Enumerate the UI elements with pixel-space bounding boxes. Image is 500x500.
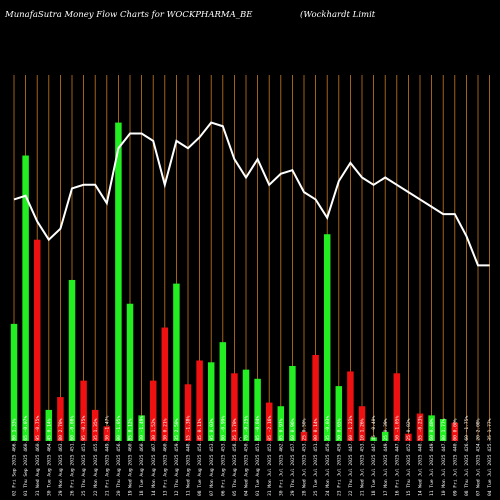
x-tick-label: 08 Tue Aug 2025 454.45 0.11% (197, 418, 203, 496)
flow-bars (10, 122, 459, 441)
flow-bar (335, 386, 343, 441)
flow-bar (103, 426, 111, 441)
flow-bar (10, 323, 18, 441)
x-tick-label: 30 Fri Jul 2025 462.05 0.97% (278, 418, 284, 496)
x-tick-label: 07 Mon Aug 2025 453.95 0.03% (209, 418, 215, 496)
flow-bar (91, 409, 99, 441)
flow-bar (196, 360, 203, 441)
x-tick-label: 10 Mon Jul 2025 447.80 1.77% (441, 418, 447, 496)
flow-bar (381, 431, 389, 441)
flow-bar (231, 373, 238, 441)
chart-subtitle: (Wockhardt Limit (300, 9, 376, 20)
flow-bar (451, 422, 459, 441)
x-tick-label: 07 Wed Jul 2025 434.20 2.08% (476, 418, 482, 496)
x-tick-label: 01 Tue Aug 2025 451.85 -0.04% (255, 416, 261, 496)
x-tick-label: 23 Fri Jul 2025 450.50 0.65% (336, 418, 342, 496)
x-tick-label: 18 Tue Jul 2025 447.45 -0.40% (371, 416, 377, 496)
x-tick-label: 29 Thu Jul 2025 457.60 0.96% (290, 418, 296, 496)
x-tick-label: 04 Wed Aug 2025 450.70 -0.25% (244, 416, 250, 496)
x-tick-label: 20 Thu Aug 2025 456.00 -1.05% (116, 416, 122, 496)
x-tick-label: 01 Thu Sep 2025 460.65 -0.07% (23, 416, 29, 496)
x-tick-label: 17 Mon Jul 2025 449.25 0.39% (383, 418, 389, 496)
x-tick-label: 28 Wed Jul 2025 453.25 0.50% (302, 418, 308, 496)
x-tick-label: 18 Tue Aug 2025 460.30 -1.49% (139, 416, 145, 496)
x-tick-label: 25 Thu Aug 2025 451.95 -0.75% (81, 416, 87, 496)
flow-bar (57, 397, 64, 441)
x-tick-label: 11 Tue Jul 2025 449.60 0.40% (429, 418, 435, 496)
x-tick-label: 12 Thu Aug 2025 459.35 2.50% (174, 418, 180, 496)
flow-bar (22, 155, 29, 441)
price-line (13, 121, 490, 267)
flow-bar (300, 431, 308, 441)
center-marker: C (239, 437, 242, 442)
flow-bar (45, 409, 53, 441)
flow-bar (416, 413, 424, 441)
flow-bar (80, 380, 87, 441)
chart-title: MunafaSutra Money Flow Charts for WOCKPH… (4, 10, 253, 20)
x-tick-label: 04 Tue Jul 2025 425.35 1.77% (487, 418, 493, 496)
x-tick-label: 24 Mon Jul 2025 450.35 -0.03% (325, 416, 331, 496)
x-tick-label: 06 Fri Aug 2025 453.80 -0.99% (220, 416, 226, 496)
flow-bar (347, 371, 354, 441)
flow-bar (370, 437, 377, 441)
x-tick-label: 29 Mon Aug 2025 463.80 2.70% (58, 418, 64, 496)
x-tick-label: 31 Mon Jul 2025 452.05 -2.16% (267, 416, 273, 496)
flow-bar (312, 354, 319, 441)
flow-bar (428, 415, 435, 441)
flow-bar (393, 373, 401, 441)
flow-bar (173, 283, 180, 441)
flow-bar (207, 362, 215, 441)
x-tick-label: 14 Mon Aug 2025 467.30 1.52% (151, 418, 157, 496)
flow-bar (358, 406, 366, 441)
flow-bar (149, 380, 157, 441)
flow-bar (254, 378, 261, 441)
x-tick-label: 08 Thu Jul 2025 426.60 -1.75% (464, 416, 470, 496)
flow-bar (138, 415, 145, 441)
x-tick-label: 09 Fri Jul 2025 440.00 0.00% (452, 418, 458, 496)
x-tick-labels: 02 Fri Sep 2025 466.80 1.33% 01 Thu Sep 2… (12, 416, 494, 496)
flow-bar (242, 369, 250, 441)
flow-bar (184, 384, 192, 441)
flow-bar (68, 279, 76, 441)
x-tick-label: 25 Tue Jul 2025 451.00 0.14% (313, 418, 319, 496)
flow-bar (115, 122, 122, 441)
flow-bar (33, 239, 41, 441)
x-tick-label: 14 Wed Jul 2025 448.55 -0.23% (418, 416, 424, 496)
x-tick-label: 30 Tue Aug 2025 464.45 0.14% (46, 418, 52, 496)
flow-bar (289, 365, 296, 441)
x-tick-label: 11 Wed Aug 2025 448.15 -1.38% (186, 416, 192, 496)
x-tick-label: 31 Wed Aug 2025 460.95 -0.75% (35, 416, 41, 496)
x-tick-label: 21 Wed Jul 2025 453.10 1.26% (360, 418, 366, 496)
x-tick-label: 15 Thu Jul 2025 452.25 0.82% (406, 418, 412, 496)
flow-bar (219, 342, 227, 441)
flow-bar (323, 234, 331, 441)
flow-bar (265, 402, 273, 441)
x-tick-label: 13 Fri Aug 2025 460.30 0.21% (162, 418, 168, 496)
flow-bar (405, 433, 412, 441)
x-tick-label: 26 Fri Aug 2025 451.60 -0.08% (70, 416, 76, 496)
x-tick-label: 02 Fri Sep 2025 466.80 1.33% (12, 418, 18, 496)
x-tick-label: 16 Fri Jul 2025 447.50 -1.05% (394, 416, 400, 496)
x-tick-label: 22 Mon Aug 2025 455.35 1.35% (93, 418, 99, 496)
flow-bar (439, 419, 447, 441)
flow-bar (277, 406, 285, 441)
flow-bar (126, 303, 134, 441)
flow-bar (161, 327, 169, 441)
x-tick-label: 21 Fri Aug 2025 449.30 -1.47% (104, 416, 110, 496)
x-tick-label: 19 Wed Aug 2025 460.85 0.12% (128, 418, 134, 496)
x-tick-label: 22 Thu Jul 2025 447.60 -1.21% (348, 416, 354, 496)
x-tick-label: 05 Thu Aug 2025 458.35 1.70% (232, 418, 238, 496)
